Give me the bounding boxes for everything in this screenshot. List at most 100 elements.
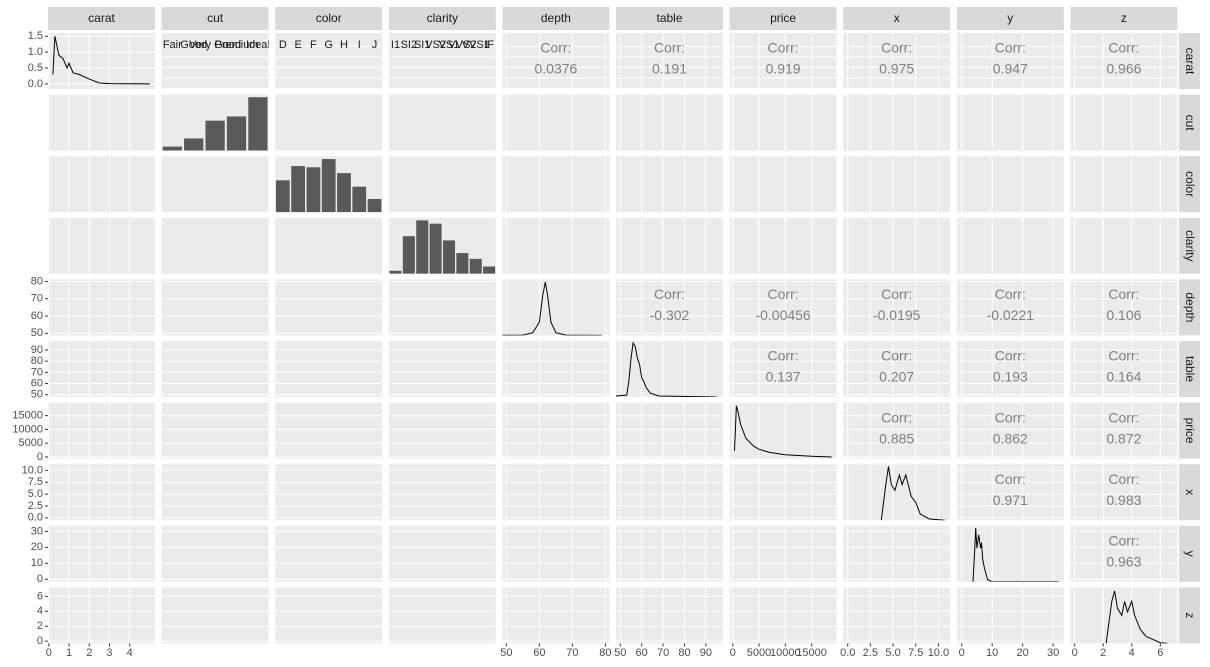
y-tick-label: 20 [31,541,43,553]
panel [502,156,610,213]
panel-background [616,587,723,644]
panel-background [275,402,383,459]
x-tick-label: 7.5 [908,647,923,659]
panel-content [1074,156,1161,213]
panel [388,587,496,644]
panel [502,587,610,644]
panel-content [1070,279,1178,336]
panel [502,279,610,336]
y-tick-label: 60 [31,377,43,389]
panel [616,217,723,274]
x-tick-label: 15000 [796,647,827,659]
panel-content [388,530,496,580]
corr-value: 0.919 [766,61,801,77]
panel-background [956,587,1064,644]
panel-background [275,341,383,397]
y-tick-label: 50 [31,389,43,401]
panel-background [48,33,155,89]
density-line [972,527,1059,582]
panel [275,217,383,274]
panel-background [729,217,837,274]
panel-background [616,402,723,459]
corr-value: 0.975 [879,61,914,77]
strip-label: x [1183,489,1197,495]
panel-content [502,587,610,644]
panel [48,464,155,521]
panel [388,464,496,521]
y-tick-label: 1.5 [28,30,43,42]
bar [291,166,306,213]
panel-background [502,341,610,397]
corr-label: Corr: [995,348,1026,364]
panel-background [843,525,951,582]
panel-content [275,530,383,580]
y-tick-label: 7.5 [28,476,43,488]
level-label: IF [484,39,494,51]
strip [1070,7,1178,30]
bar [162,146,182,151]
panel-content [619,94,707,151]
corr-value: 0.971 [993,492,1028,508]
panel-background [388,402,496,459]
density-line [616,341,717,397]
strip-label: carat [88,11,115,25]
panel-background [388,587,496,644]
panel-content [961,217,1054,274]
strip-label: clarity [427,11,458,25]
panel [275,279,383,336]
panel-content [275,595,383,642]
panel-content [732,217,813,274]
panel-background [48,94,155,151]
x-tick-label: 2 [1100,647,1106,659]
panel-content [1074,94,1161,151]
x-tick-label: 4 [1129,647,1135,659]
panel-background [1070,525,1178,582]
corr-value: 0.164 [1106,369,1141,385]
corr-label: Corr: [995,471,1026,487]
panel-background [275,279,383,336]
x-tick-label: 10000 [770,647,801,659]
panel-content [961,156,1054,213]
x-tick-label: 0.0 [840,647,855,659]
y-tick-label: 70 [31,293,43,305]
panel: Corr: 0.0376 [502,33,610,89]
panel-background [502,94,610,151]
panel-background [616,94,723,151]
panel-content [275,280,383,334]
corr-value: -0.0221 [987,307,1035,323]
panel: Corr: 0.872 [1070,402,1178,459]
panel: Corr: 0.885 [843,402,951,459]
panel-background [843,217,951,274]
corr-label: Corr: [995,286,1026,302]
panel-background [161,33,269,89]
x-tick-label: 80 [599,647,611,659]
strip-label: carat [1183,48,1197,75]
panel [48,587,155,644]
panel [388,402,496,459]
panel [843,464,951,521]
panel-background [161,402,269,459]
panel-background [843,402,951,459]
panel: Corr: 0.947 [956,33,1064,89]
panel-content [843,402,951,459]
level-label: SI2 [401,39,418,51]
corr-value: 0.963 [1106,554,1141,570]
panel-content [956,33,1064,89]
x-tick-label: 0 [46,647,52,659]
y-tick-label: 80 [31,355,43,367]
panel-content [616,33,723,89]
panel [843,525,951,582]
bar [275,180,290,213]
bar [416,220,429,274]
panel [161,94,269,151]
panel-background [161,464,269,521]
bar [321,159,336,213]
panel-background [1070,279,1178,336]
corr-value: -0.0195 [873,307,921,323]
strip-label: color [316,11,342,25]
panel [1070,587,1178,644]
panel [161,587,269,644]
panel-content [505,217,606,274]
